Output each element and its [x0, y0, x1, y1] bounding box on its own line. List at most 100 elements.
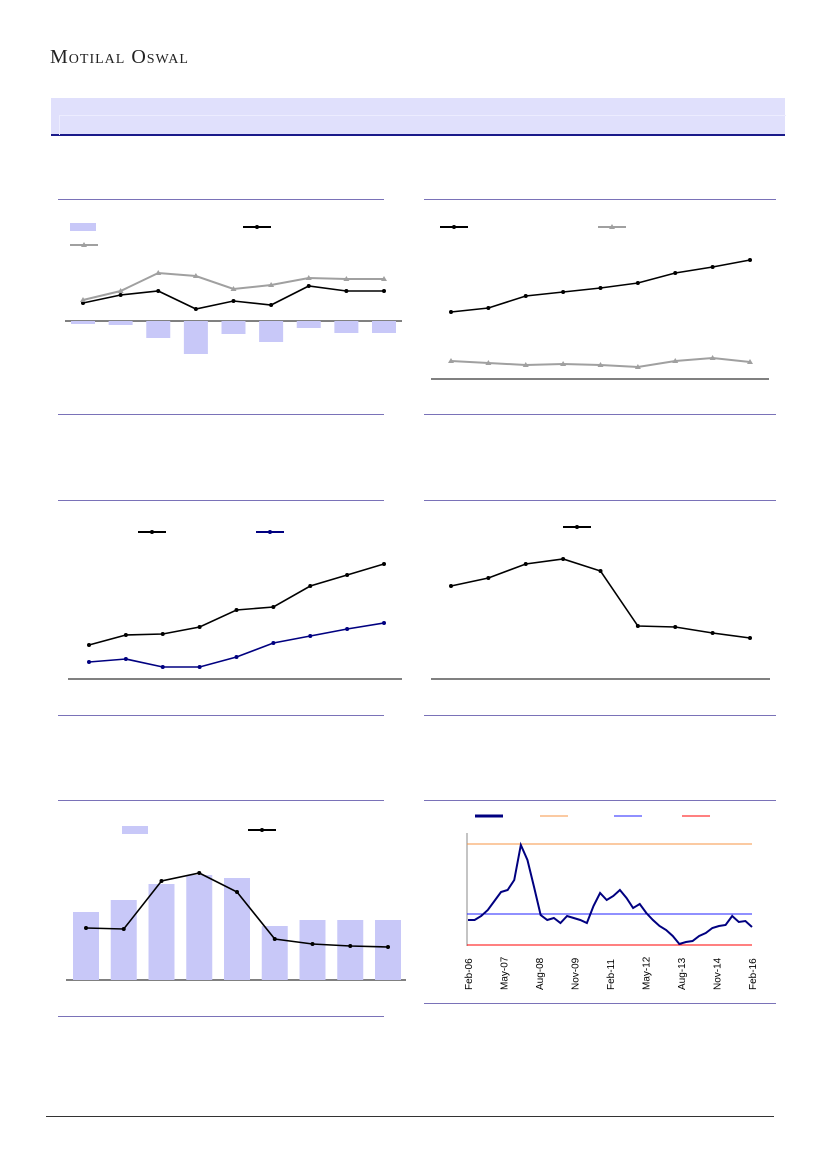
bar: [375, 920, 401, 980]
data-marker: [197, 665, 202, 669]
bar: [296, 321, 321, 328]
data-marker: [748, 258, 752, 262]
legend-marker: [609, 224, 615, 229]
data-marker: [448, 358, 454, 363]
data-marker: [193, 307, 198, 311]
data-marker: [271, 605, 276, 609]
data-marker: [345, 627, 350, 631]
divider: [424, 1003, 776, 1004]
x-tick-label: May-12: [642, 956, 653, 990]
legend-marker: [260, 828, 264, 832]
data-marker: [159, 879, 164, 883]
data-marker: [160, 632, 165, 636]
data-marker: [308, 634, 313, 638]
data-marker: [523, 294, 528, 298]
bar: [71, 321, 95, 324]
data-marker: [748, 636, 752, 640]
divider: [58, 800, 384, 801]
data-marker: [87, 643, 91, 647]
data-marker: [235, 890, 239, 894]
data-marker: [306, 284, 311, 288]
data-marker: [709, 355, 716, 360]
data-marker: [268, 282, 275, 287]
legend-marker: [575, 525, 579, 529]
legend-marker: [452, 225, 456, 229]
brand-logo: Motilal Oswal: [50, 46, 189, 68]
data-marker: [348, 944, 353, 948]
divider: [424, 414, 776, 415]
data-marker: [522, 362, 529, 367]
data-marker: [117, 288, 124, 293]
data-marker: [234, 608, 239, 612]
data-marker: [635, 281, 640, 285]
series-line: [88, 563, 385, 646]
data-marker: [673, 271, 678, 275]
data-marker: [486, 576, 491, 580]
data-marker: [197, 871, 202, 875]
data-marker: [598, 569, 603, 573]
data-marker: [308, 584, 313, 588]
x-tick-label: Feb-11: [606, 959, 617, 990]
data-marker: [710, 265, 715, 269]
data-marker: [672, 358, 679, 363]
data-marker: [269, 303, 274, 307]
footer-rule: [46, 1116, 774, 1117]
data-marker: [449, 584, 453, 588]
data-marker: [310, 942, 315, 946]
data-marker: [386, 945, 390, 949]
data-marker: [747, 359, 753, 364]
divider: [58, 715, 384, 716]
data-marker: [155, 270, 162, 275]
x-tick-label: Aug-08: [535, 957, 546, 990]
x-tick-label: Nov-14: [713, 957, 724, 990]
data-marker: [156, 289, 161, 293]
divider: [58, 500, 384, 501]
data-marker: [710, 631, 715, 635]
data-marker: [673, 625, 678, 629]
bar: [224, 878, 250, 980]
data-marker: [118, 293, 123, 297]
data-marker: [344, 289, 349, 293]
data-marker: [121, 927, 126, 931]
data-marker: [230, 286, 237, 291]
data-marker: [343, 276, 350, 281]
data-marker: [485, 360, 492, 365]
data-marker: [160, 665, 165, 669]
divider: [58, 1016, 384, 1017]
divider: [424, 800, 776, 801]
data-marker: [560, 361, 567, 366]
data-marker: [598, 286, 603, 290]
data-marker: [449, 310, 453, 314]
data-marker: [382, 289, 386, 293]
bar: [73, 912, 99, 980]
legend-marker: [255, 225, 259, 229]
data-marker: [635, 624, 640, 628]
x-tick-label: Aug-13: [677, 957, 688, 990]
legend-swatch: [122, 826, 148, 834]
bar: [146, 321, 171, 338]
divider: [424, 199, 776, 200]
data-marker: [271, 641, 276, 645]
data-marker: [123, 633, 128, 637]
series-line: [88, 622, 385, 668]
data-marker: [197, 625, 202, 629]
x-tick-label: Feb-16: [748, 958, 759, 990]
data-marker: [381, 276, 387, 281]
series-line: [468, 841, 753, 946]
divider: [58, 414, 384, 415]
legend-marker: [81, 242, 87, 247]
bar: [186, 875, 213, 980]
data-marker: [382, 562, 386, 566]
divider: [58, 199, 384, 200]
data-marker: [305, 275, 312, 280]
x-tick-label: Nov-09: [571, 957, 582, 990]
divider: [424, 715, 776, 716]
data-marker: [272, 937, 277, 941]
x-tick-label: Feb-06: [464, 958, 475, 990]
divider: [424, 500, 776, 501]
data-marker: [231, 299, 236, 303]
data-marker: [634, 364, 641, 369]
section-title-band: [51, 98, 786, 136]
